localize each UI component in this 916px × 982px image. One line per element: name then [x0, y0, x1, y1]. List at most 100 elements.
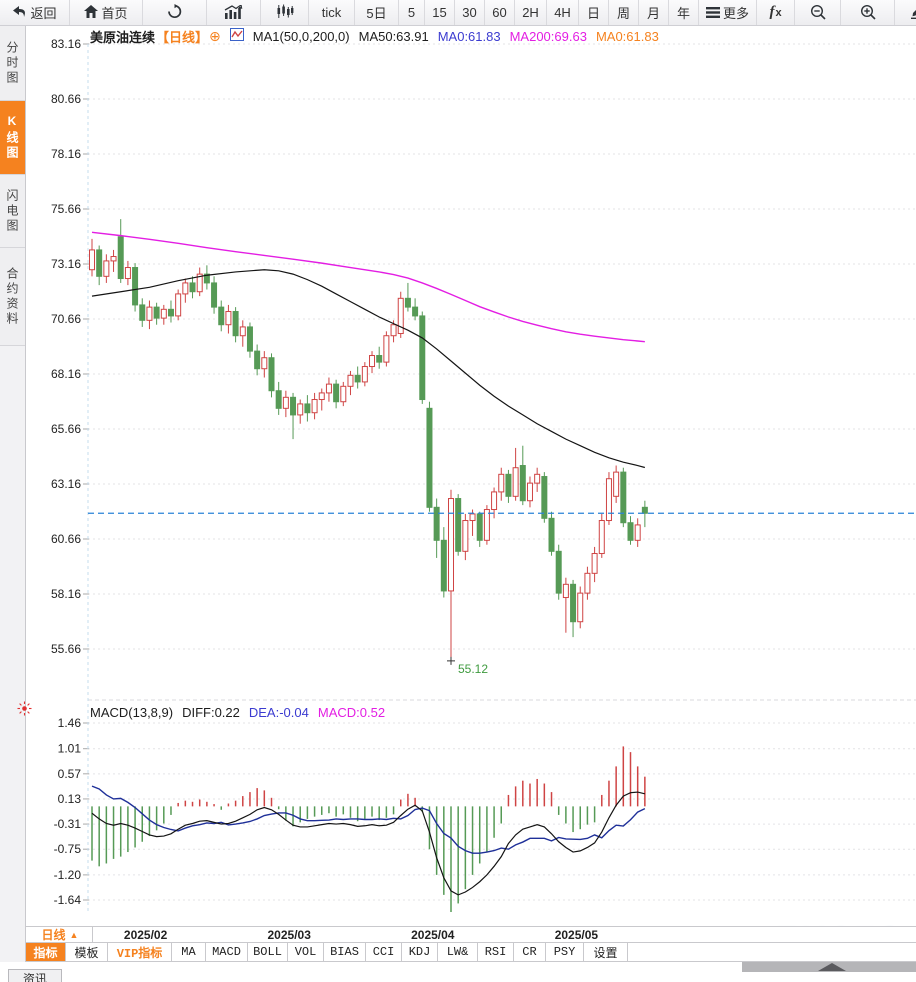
legend-chart-icon[interactable] — [229, 28, 244, 44]
sidebar-label: 合约资料 — [5, 266, 19, 327]
bar-chart-icon — [224, 3, 243, 21]
home-button[interactable]: 首页 — [70, 0, 143, 25]
sidebar-item-timeline-chart[interactable]: 分时图 — [0, 26, 25, 101]
sidebar-item-kline-chart[interactable]: K线图 — [0, 101, 25, 175]
draw-button[interactable] — [895, 0, 916, 25]
svg-text:63.16: 63.16 — [51, 477, 81, 491]
indicator-tab-5[interactable]: BOLL — [248, 943, 288, 961]
x-axis-label-3: 2025/05 — [554, 928, 599, 942]
candlestick-icon — [276, 4, 294, 21]
indicator-tab-9[interactable]: KDJ — [402, 943, 438, 961]
back-button[interactable]: 返回 — [0, 0, 70, 25]
back-arrow-icon — [12, 5, 27, 20]
period-tick-button[interactable]: tick — [309, 0, 355, 25]
svg-text:60.66: 60.66 — [51, 532, 81, 546]
sidebar-label: K线图 — [5, 114, 19, 161]
svg-text:75.66: 75.66 — [51, 202, 81, 216]
period-label: 【日线】 — [156, 29, 209, 45]
period-30m-button[interactable]: 30 — [455, 0, 485, 25]
indicator-tab-0[interactable]: 指标 — [26, 943, 66, 961]
zoom-in-button[interactable] — [841, 0, 895, 25]
svg-text:73.16: 73.16 — [51, 257, 81, 271]
more-label: 更多 — [722, 6, 749, 21]
diff-value: DIFF:0.22 — [182, 704, 240, 720]
indicator-tab-4[interactable]: MACD — [206, 943, 248, 961]
ma0-value-blue: MA0:61.83 — [437, 28, 501, 44]
indicator-tab-13[interactable]: PSY — [546, 943, 584, 961]
zoom-in-icon — [860, 4, 876, 22]
news-tab[interactable]: 资讯 — [8, 969, 62, 982]
svg-text:-0.75: -0.75 — [54, 842, 82, 856]
refresh-icon — [167, 4, 182, 21]
ma-settings-label: MA1(50,0,200,0) — [252, 28, 350, 44]
period-4h-button[interactable]: 4H — [547, 0, 579, 25]
period-selector[interactable]: 日线 ▲ — [28, 927, 93, 942]
svg-text:58.16: 58.16 — [51, 587, 81, 601]
svg-text:78.16: 78.16 — [51, 147, 81, 161]
period-5m-label: 5 — [407, 5, 416, 20]
x-axis-label-2: 2025/04 — [411, 928, 455, 942]
period-5m-button[interactable]: 5 — [399, 0, 425, 25]
sidebar-item-lightning-chart[interactable]: 闪电图 — [0, 175, 25, 248]
svg-text:68.16: 68.16 — [51, 367, 81, 381]
svg-text:83.16: 83.16 — [51, 37, 81, 51]
dea-value: DEA:-0.04 — [248, 704, 309, 720]
top-toolbar: 返回 首页 tick 5日 5 15 30 60 2H 4H — [0, 0, 916, 26]
indicator-tab-bar: 指标 模板 VIP指标 MA MACD BOLL VOL BIAS CCI KDJ LW& RSI CR… — [26, 943, 916, 962]
indicator-tab-3[interactable]: MA — [172, 943, 206, 961]
symbol-name: 美原油连续 — [90, 29, 156, 45]
svg-text:-1.64: -1.64 — [54, 893, 82, 907]
svg-text:-1.20: -1.20 — [54, 868, 82, 882]
back-label: 返回 — [30, 6, 57, 21]
period-2h-button[interactable]: 2H — [515, 0, 547, 25]
period-month-button[interactable]: 月 — [639, 0, 669, 25]
period-day-label: 日 — [586, 6, 600, 21]
indicator-tab-2[interactable]: VIP指标 — [108, 943, 172, 961]
bottom-strip: 资讯 — [0, 962, 916, 982]
ma50-value: MA50:63.91 — [358, 28, 429, 44]
svg-text:55.66: 55.66 — [51, 642, 81, 656]
indicator-tab-14[interactable]: 设置 — [584, 943, 628, 961]
news-tab-label: 资讯 — [22, 972, 47, 982]
indicator-tab-1[interactable]: 模板 — [66, 943, 108, 961]
svg-text:70.66: 70.66 — [51, 312, 81, 326]
indicator-tab-12[interactable]: CR — [514, 943, 546, 961]
sidebar-item-contract-info[interactable]: 合约资料 — [0, 248, 25, 346]
indicator-alert-icon[interactable] — [17, 701, 32, 719]
period-month-label: 月 — [646, 6, 660, 21]
zoom-out-button[interactable] — [795, 0, 841, 25]
svg-text:0.57: 0.57 — [58, 767, 82, 781]
indicator-tab-10[interactable]: LW& — [438, 943, 478, 961]
indicator-tab-8[interactable]: CCI — [366, 943, 402, 961]
svg-text:-0.31: -0.31 — [54, 817, 82, 831]
period-5d-label: 5日 — [366, 6, 387, 21]
add-indicator-icon[interactable]: ⊕ — [209, 27, 221, 44]
line-chart-mode-button[interactable] — [207, 0, 261, 25]
svg-text:1.01: 1.01 — [58, 742, 82, 756]
indicator-tab-7[interactable]: BIAS — [324, 943, 366, 961]
tick-label: tick — [321, 5, 342, 20]
price-macd-chart[interactable]: 83.16 80.66 78.16 75.66 73.16 70.66 68.16 65.66… — [26, 26, 916, 926]
indicator-tab-6[interactable]: VOL — [288, 943, 324, 961]
period-60m-button[interactable]: 60 — [485, 0, 515, 25]
x-axis-row: 日线 ▲ 2025/02 2025/03 2025/04 2025/05 — [26, 926, 916, 943]
menu-icon — [705, 6, 720, 20]
indicator-tab-11[interactable]: RSI — [478, 943, 514, 961]
macd-header: MACD(13,8,9) DIFF:0.22 DEA:-0.04 MACD:0.… — [90, 704, 385, 720]
period-day-button[interactable]: 日 — [579, 0, 609, 25]
refresh-button[interactable] — [143, 0, 207, 25]
period-5d-button[interactable]: 5日 — [355, 0, 399, 25]
period-4h-label: 4H — [554, 5, 571, 20]
pencil-icon — [909, 4, 916, 21]
left-sidebar: 分时图 K线图 闪电图 合约资料 — [0, 26, 26, 982]
period-year-button[interactable]: 年 — [669, 0, 699, 25]
period-week-button[interactable]: 周 — [609, 0, 639, 25]
scrollbar-up-arrow-icon[interactable] — [818, 963, 846, 971]
period-15m-button[interactable]: 15 — [425, 0, 455, 25]
more-button[interactable]: 更多 — [699, 0, 757, 25]
main-chart-header: 美原油连续 【日线】 ⊕ MA1(50,0,200,0) MA50:63.91 … — [90, 27, 659, 45]
candlestick-mode-button[interactable] — [261, 0, 309, 25]
period-15m-label: 15 — [432, 5, 447, 20]
